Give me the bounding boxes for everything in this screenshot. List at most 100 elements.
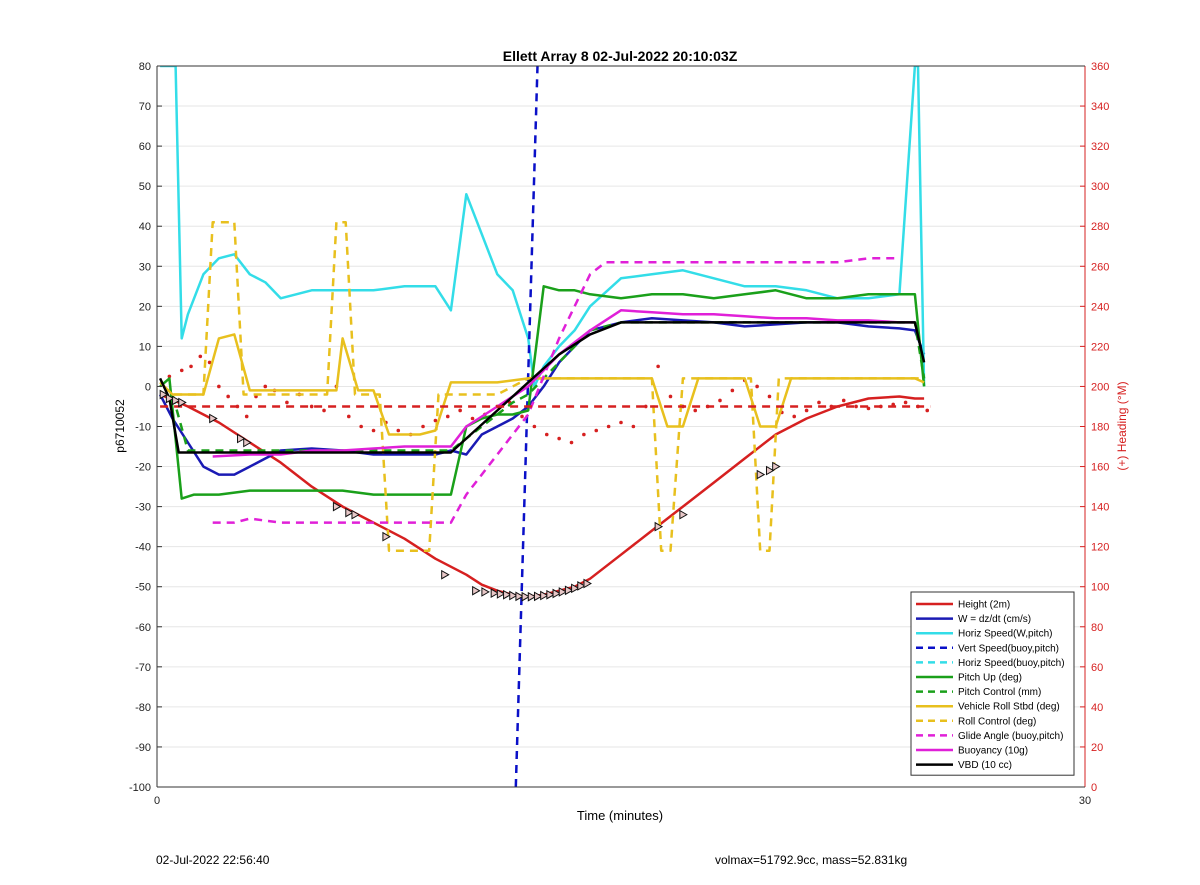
height-marker (756, 469, 766, 480)
height-marker (351, 509, 360, 520)
series-height-2m (159, 393, 925, 598)
y2-tick-label: 280 (1091, 221, 1109, 233)
heading-point (217, 384, 221, 389)
grid-lines (157, 65, 1085, 788)
height-marker (332, 501, 342, 512)
y-axis-label: p6710052 (113, 399, 127, 453)
heading-point (470, 416, 475, 421)
height-marker (209, 413, 218, 424)
series-horiz-speed-w-pitch (160, 66, 926, 388)
legend: Height (2m) W = dz/dt (cm/s) Horiz Speed(W… (910, 591, 1075, 776)
y2-tick-label: 20 (1091, 742, 1103, 754)
heading-point (458, 408, 462, 413)
heading-point (520, 414, 524, 419)
heading-point (226, 394, 230, 399)
heading-point (730, 388, 735, 393)
legend-label: Roll Control (deg) (958, 716, 1036, 727)
height-marker (571, 583, 580, 594)
heading-point (532, 424, 537, 429)
height-marker (654, 521, 664, 532)
y2-tick-label: 40 (1091, 702, 1103, 714)
heading-point (207, 360, 212, 365)
height-marker (237, 433, 246, 444)
y2-tick-label: 160 (1091, 462, 1109, 474)
heading-point (167, 374, 172, 379)
height-marker (540, 590, 549, 601)
y2-tick-label: 320 (1091, 141, 1109, 153)
y2-tick-label: 360 (1091, 61, 1109, 73)
heading-point (582, 432, 586, 437)
y2-tick-label: 60 (1091, 662, 1103, 674)
y-tick-label: -70 (135, 662, 151, 674)
height-marker (515, 591, 524, 602)
y-tick-label: -40 (135, 542, 151, 554)
heading-point (285, 400, 289, 405)
y-tick-label: -50 (135, 582, 151, 594)
heading-point (179, 368, 184, 373)
y2-tick-label: 180 (1091, 422, 1109, 434)
legend-label: Horiz Speed(W,pitch) (958, 629, 1052, 640)
legend-label: Pitch Control (mm) (958, 687, 1041, 698)
heading-point (421, 424, 425, 429)
series-vbd-10-cc (158, 321, 926, 454)
y-tick-label: 50 (139, 181, 151, 193)
heading-point (544, 432, 549, 437)
heading-point (569, 440, 574, 445)
y2-tick-label: 340 (1091, 101, 1109, 113)
height-marker (382, 531, 391, 542)
y-tick-label: 40 (139, 221, 151, 233)
y2-tick-label: 300 (1091, 181, 1109, 193)
height-marker (533, 591, 543, 602)
height-marker (558, 587, 568, 597)
height-marker (481, 587, 490, 597)
y-tick-label: 80 (139, 61, 151, 73)
heading-point (346, 414, 351, 419)
heading-point (804, 408, 809, 413)
height-marker (583, 578, 592, 589)
footer-info: volmax=51792.9cc, mass=52.831kg (715, 853, 908, 867)
height-marker (577, 581, 586, 591)
series-glide-angle-buoy-pitch (212, 257, 900, 524)
y-tick-label: 20 (139, 301, 151, 313)
height-marker (165, 393, 175, 404)
heading-point (817, 400, 821, 405)
series-pitch-up-deg (159, 285, 926, 500)
height-marker (159, 389, 169, 400)
y-tick-label: 70 (139, 101, 151, 113)
heading-point (359, 424, 363, 429)
y2-tick-label: 240 (1091, 301, 1109, 313)
height-marker (765, 465, 775, 476)
heading-point (841, 398, 846, 403)
legend-label: W = dz/dt (cm/s) (958, 614, 1031, 625)
height-marker (772, 461, 781, 472)
heading-point (925, 408, 930, 413)
chart-title: Ellett Array 8 02-Jul-2022 20:10:03Z (503, 48, 738, 64)
height-marker (546, 589, 555, 600)
y-tick-label: -30 (135, 502, 151, 514)
heading-point (631, 424, 636, 429)
heading-point (643, 404, 648, 409)
legend-label: Pitch Up (deg) (958, 673, 1022, 684)
height-marker (490, 588, 500, 598)
heading-point (396, 428, 401, 433)
heading-point (693, 408, 698, 413)
height-marker (172, 395, 181, 406)
heading-point (767, 394, 772, 399)
y-tick-label: -100 (129, 782, 151, 794)
heading-point (189, 364, 193, 369)
heading-point (322, 408, 326, 413)
heading-point (371, 428, 376, 433)
heading-point (656, 364, 660, 369)
heading-point (668, 394, 673, 399)
height-marker (243, 437, 252, 448)
x-tick-label: 0 (154, 795, 160, 807)
heading-point (854, 404, 858, 409)
plot-area (158, 66, 931, 787)
heading-point (606, 424, 611, 429)
y2-tick-label: 220 (1091, 341, 1109, 353)
y-tick-label: -20 (135, 462, 151, 474)
series-vehicle-roll-stbd-deg (159, 333, 925, 436)
legend-label: Vert Speed(buoy,pitch) (958, 643, 1059, 654)
series-pitch-control-mm (160, 321, 926, 452)
